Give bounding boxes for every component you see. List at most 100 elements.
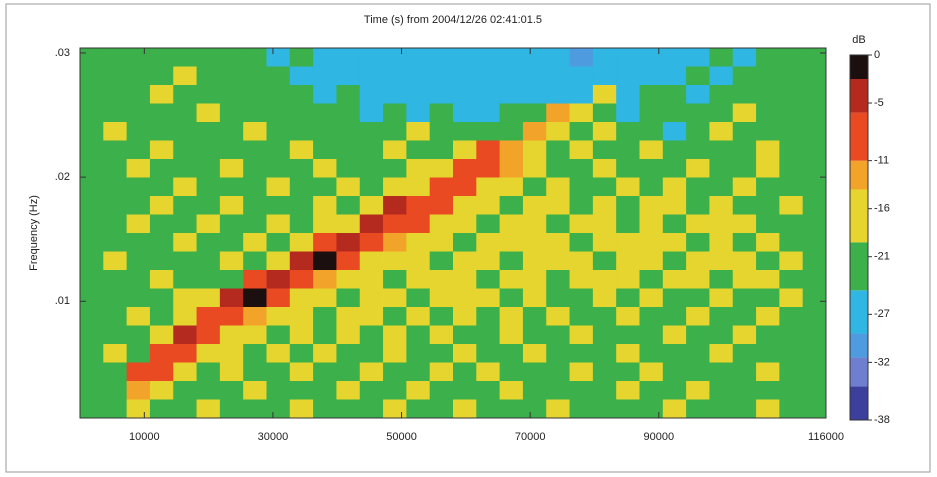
heatmap-cell (359, 177, 384, 197)
heatmap-cell (196, 307, 221, 326)
heatmap-cell (592, 122, 617, 141)
heatmap-cell (243, 140, 267, 160)
heatmap-cell (266, 270, 291, 289)
heatmap-cell (686, 85, 710, 104)
heatmap-cell (732, 270, 757, 289)
heatmap-cell (336, 140, 361, 160)
heatmap-cell (453, 288, 477, 308)
heatmap-cell (802, 362, 827, 382)
heatmap-cell (639, 103, 664, 123)
heatmap-cell (686, 48, 710, 67)
heatmap-cell (243, 122, 267, 141)
heatmap-cell (429, 177, 454, 197)
heatmap-cell (103, 251, 128, 271)
heatmap-cell (639, 307, 664, 326)
heatmap-cell (336, 196, 361, 215)
heatmap-cell (569, 66, 594, 86)
heatmap-cell (243, 344, 267, 363)
heatmap-cell (80, 399, 104, 419)
heatmap-cell (336, 344, 361, 363)
heatmap-cell (639, 251, 664, 271)
heatmap-cell (569, 103, 594, 123)
heatmap-cell (126, 381, 151, 400)
heatmap-cell (709, 344, 734, 363)
heatmap-cell (126, 103, 151, 123)
heatmap-cell (686, 399, 710, 419)
heatmap-cell (476, 344, 501, 363)
heatmap-cell (266, 344, 291, 363)
heatmap-cell (406, 288, 431, 308)
heatmap-cell (243, 325, 267, 345)
heatmap-cell (592, 48, 617, 67)
heatmap-cell (476, 325, 501, 345)
heatmap-cell (499, 307, 524, 326)
heatmap-cell (243, 381, 267, 400)
heatmap-cell (522, 159, 547, 178)
heatmap-cell (289, 85, 314, 104)
heatmap-cell (546, 344, 570, 363)
heatmap-cell (196, 251, 221, 271)
heatmap-cell (429, 288, 454, 308)
heatmap-cell (429, 307, 454, 326)
heatmap-cell (546, 196, 570, 215)
heatmap-cell (196, 362, 221, 382)
heatmap-cell (686, 66, 710, 86)
heatmap-cell (616, 196, 640, 215)
colorbar-band (850, 112, 868, 161)
heatmap-cell (80, 251, 104, 271)
heatmap-cell (383, 362, 407, 382)
heatmap-cell (196, 66, 221, 86)
heatmap-cell (546, 122, 570, 141)
colorbar-band (850, 189, 868, 243)
heatmap-cell (592, 307, 617, 326)
heatmap-cell (639, 122, 664, 141)
heatmap-cell (429, 270, 454, 289)
heatmap-cell (686, 233, 710, 252)
heatmap-cell (499, 344, 524, 363)
heatmap-cell (546, 399, 570, 419)
heatmap-cell (569, 159, 594, 178)
heatmap-cell (569, 140, 594, 160)
heatmap-cell (662, 325, 687, 345)
heatmap-cell (453, 270, 477, 289)
colorbar-tick-label: -38 (874, 414, 890, 426)
heatmap-cell (173, 159, 197, 178)
heatmap-cell (522, 270, 547, 289)
heatmap-cell (359, 325, 384, 345)
heatmap-cell (662, 66, 687, 86)
heatmap-cell (196, 344, 221, 363)
heatmap-cell (522, 48, 547, 67)
heatmap-cell (103, 381, 128, 400)
heatmap-cell (453, 103, 477, 123)
heatmap-cell (266, 85, 291, 104)
heatmap-cell (149, 214, 174, 234)
heatmap-cell (453, 233, 477, 252)
heatmap-cell (80, 288, 104, 308)
heatmap-cell (453, 140, 477, 160)
heatmap-cell (779, 270, 804, 289)
heatmap-cell (313, 399, 337, 419)
heatmap-cell (359, 288, 384, 308)
heatmap-cell (732, 48, 757, 67)
heatmap-cell (289, 66, 314, 86)
heatmap-cell (476, 233, 501, 252)
heatmap-cell (359, 85, 384, 104)
heatmap-cell (149, 288, 174, 308)
heatmap-cell (756, 362, 780, 382)
heatmap-cell (266, 233, 291, 252)
heatmap-cell (662, 381, 687, 400)
heatmap-cell (173, 307, 197, 326)
heatmap-cell (266, 196, 291, 215)
heatmap-cell (80, 122, 104, 141)
heatmap-cell (499, 196, 524, 215)
heatmap-cell (103, 140, 128, 160)
colorbar-band (850, 79, 868, 113)
heatmap-cell (499, 325, 524, 345)
heatmap-cell (219, 270, 244, 289)
heatmap-cell (802, 140, 827, 160)
colorbar-band (850, 357, 868, 387)
heatmap-cell (732, 381, 757, 400)
heatmap-cell (406, 325, 431, 345)
heatmap-cell (266, 362, 291, 382)
heatmap-cell (406, 66, 431, 86)
